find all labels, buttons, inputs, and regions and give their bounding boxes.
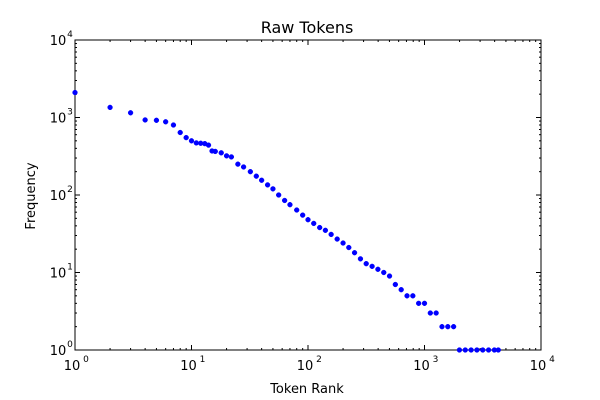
data-point: [218, 150, 224, 156]
data-point: [212, 148, 218, 155]
data-point: [188, 138, 195, 144]
x-tick-label: 10: [180, 359, 197, 374]
data-point: [317, 224, 323, 231]
data-point: [142, 117, 148, 123]
data-point: [205, 142, 212, 148]
data-point: [404, 293, 410, 299]
data-point: [170, 122, 177, 128]
data-point: [311, 220, 317, 227]
scatter-series: [72, 89, 501, 353]
x-axis: 10 0 10 1 10 2 10 3 10 4: [64, 40, 555, 374]
y-tick-label: 10: [50, 34, 67, 49]
plot-frame: [74, 39, 542, 351]
data-point: [163, 119, 169, 125]
data-point: [392, 281, 398, 288]
data-point: [240, 164, 247, 170]
y-tick-exponent: 3: [67, 108, 73, 118]
data-point: [427, 310, 433, 316]
data-point: [328, 231, 334, 238]
y-tick-label: 10: [50, 344, 67, 359]
data-point: [72, 89, 78, 96]
x-tick-exponent: 2: [316, 355, 322, 365]
x-tick-exponent: 1: [200, 355, 206, 365]
x-tick-label: 10: [413, 359, 430, 374]
data-point: [381, 269, 387, 276]
data-point: [480, 347, 486, 353]
data-point: [281, 197, 288, 204]
y-tick-exponent: 4: [67, 30, 73, 40]
x-tick-exponent: 3: [433, 355, 439, 365]
data-point: [228, 154, 235, 160]
data-point: [351, 250, 358, 256]
data-point: [305, 217, 311, 223]
data-point: [287, 202, 293, 208]
x-tick-exponent: 0: [83, 355, 89, 365]
y-tick-label: 10: [50, 267, 67, 282]
data-point: [183, 134, 189, 141]
data-point: [294, 207, 300, 213]
data-point: [264, 182, 271, 188]
y-tick-exponent: 2: [67, 185, 73, 195]
data-point: [357, 256, 364, 262]
data-point: [270, 186, 276, 192]
data-point: [177, 129, 183, 136]
y-tick-exponent: 0: [67, 340, 73, 350]
y-tick-exponent: 1: [67, 263, 73, 273]
x-tick-exponent: 4: [549, 355, 555, 365]
data-point: [247, 169, 253, 175]
data-point: [340, 240, 346, 246]
data-point: [235, 161, 241, 167]
plot-border: [74, 39, 542, 351]
x-tick-label: 10: [297, 359, 314, 374]
data-point: [276, 192, 282, 198]
data-point: [334, 236, 340, 242]
y-tick-label: 10: [50, 112, 67, 127]
chart-title: Raw Tokens: [261, 18, 354, 37]
data-point: [223, 153, 230, 159]
data-point: [468, 347, 474, 353]
data-point: [258, 177, 265, 183]
data-point: [346, 244, 352, 251]
data-point: [439, 324, 445, 330]
data-point: [300, 212, 306, 218]
x-tick-label: 10: [64, 359, 81, 374]
x-axis-label: Token Rank: [269, 382, 344, 397]
y-axis-label: Frequency: [24, 162, 39, 229]
data-point: [456, 347, 463, 353]
data-point: [474, 347, 480, 353]
data-point: [127, 110, 134, 116]
data-point: [363, 261, 369, 267]
x-tick-label: 10: [530, 359, 547, 374]
data-point: [386, 273, 393, 279]
y-tick-label: 10: [50, 189, 67, 204]
data-point: [485, 347, 492, 353]
data-point: [153, 117, 160, 123]
data-point: [369, 263, 375, 270]
data-point: [495, 347, 501, 353]
data-point: [398, 287, 404, 293]
data-point: [462, 347, 468, 353]
data-point: [253, 173, 259, 179]
data-point: [107, 104, 113, 111]
data-point: [193, 140, 199, 146]
data-point: [450, 324, 457, 330]
data-point: [375, 266, 381, 272]
data-point: [445, 324, 451, 330]
data-point: [322, 227, 329, 233]
data-point: [421, 300, 428, 306]
data-point: [416, 300, 422, 306]
data-point: [410, 293, 416, 299]
data-point: [433, 310, 439, 316]
